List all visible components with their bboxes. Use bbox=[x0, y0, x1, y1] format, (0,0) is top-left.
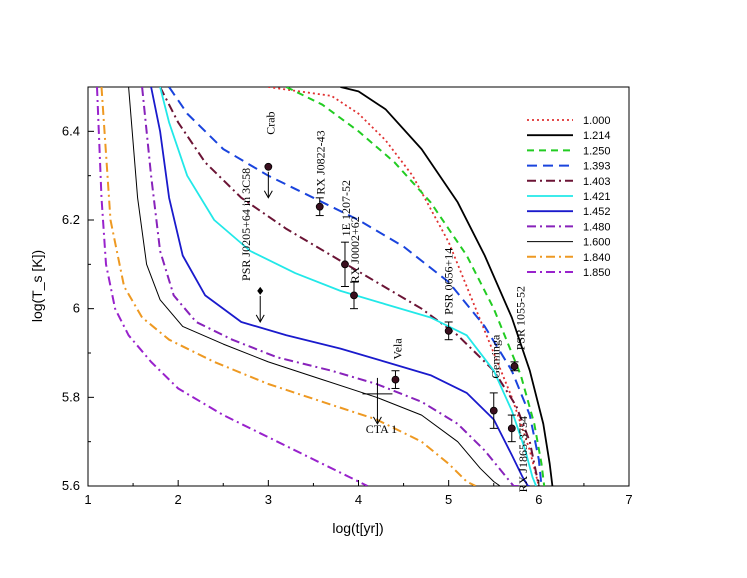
observation-rx-j0822-43: RX J0822-43 bbox=[314, 130, 328, 217]
observations-group: Crab RX J0822-43 PSR J0205+64 in 3C58 1E 12… bbox=[239, 111, 530, 492]
series-line-1-452 bbox=[150, 87, 530, 486]
y-axis-title: log(T_s [K]) bbox=[29, 250, 45, 322]
series-line-1-393 bbox=[168, 87, 543, 486]
legend-label-1-840: 1.840 bbox=[583, 252, 611, 264]
observation-rx-j0002-62: RX J0002+62 bbox=[348, 216, 362, 310]
series-line-1-214 bbox=[340, 87, 554, 486]
legend-label-1-000: 1.000 bbox=[583, 115, 611, 127]
x-tick-label: 3 bbox=[265, 492, 272, 507]
legend: 1.000 1.214 1.250 1.393 1.403 1.421 1.452 1.480… bbox=[527, 115, 611, 279]
observation-label: Crab bbox=[263, 111, 277, 134]
y-tick-label: 6.4 bbox=[62, 123, 80, 138]
legend-label-1-421: 1.421 bbox=[583, 191, 611, 203]
x-axis-title: log(t[yr]) bbox=[332, 520, 383, 536]
y-tick-label: 5.6 bbox=[62, 478, 80, 493]
observation-label: PSR 1055-52 bbox=[513, 286, 527, 350]
observation-label: Geminga bbox=[489, 334, 503, 379]
x-tick-label: 2 bbox=[175, 492, 182, 507]
series-line-1-403 bbox=[159, 87, 540, 486]
series-line-1-421 bbox=[159, 87, 537, 486]
legend-label-1-393: 1.393 bbox=[583, 161, 611, 173]
series-line-1-840 bbox=[100, 87, 477, 486]
observation-psr-0656-14: PSR 0656+14 bbox=[442, 248, 456, 341]
x-tick-label: 7 bbox=[625, 492, 632, 507]
series-line-1-250 bbox=[285, 87, 546, 486]
observation-geminga: Geminga bbox=[489, 334, 503, 429]
x-tick-label: 4 bbox=[355, 492, 362, 507]
x-tick-label: 6 bbox=[535, 492, 542, 507]
observation-psr-j0205-64-in-3c58: PSR J0205+64 in 3C58 bbox=[239, 168, 265, 323]
y-tick-label: 5.8 bbox=[62, 389, 80, 404]
legend-label-1-452: 1.452 bbox=[583, 206, 611, 218]
y-axis: 5.6 5.8 6 6.2 6.4 bbox=[62, 123, 94, 493]
observation-label: RX J1865-3754 bbox=[516, 416, 530, 492]
observation-psr-1055-52: PSR 1055-52 bbox=[510, 286, 527, 372]
observation-vela: Vela bbox=[390, 338, 404, 389]
legend-label-1-850: 1.850 bbox=[583, 267, 611, 279]
legend-label-1-600: 1.600 bbox=[583, 237, 611, 249]
x-axis: 1 2 3 4 5 6 7 bbox=[84, 480, 633, 507]
observation-label: RX J0002+62 bbox=[348, 216, 362, 283]
observation-label: PSR 0656+14 bbox=[442, 248, 456, 315]
legend-label-1-214: 1.214 bbox=[583, 130, 611, 142]
observation-label: CTA 1 bbox=[366, 422, 397, 436]
observation-rx-j1865-3754: RX J1865-3754 bbox=[507, 414, 530, 492]
observation-label: PSR J0205+64 in 3C58 bbox=[239, 168, 253, 281]
legend-label-1-250: 1.250 bbox=[583, 145, 611, 157]
x-tick-label: 5 bbox=[445, 492, 452, 507]
y-tick-label: 6.2 bbox=[62, 212, 80, 227]
observation-label: 1E 1207-52 bbox=[339, 180, 353, 236]
legend-label-1-403: 1.403 bbox=[583, 176, 611, 188]
observation-label: Vela bbox=[390, 338, 404, 360]
curves-group bbox=[96, 87, 554, 486]
observation-1e-1207-52: 1E 1207-52 bbox=[339, 180, 353, 287]
observation-label: RX J0822-43 bbox=[314, 130, 328, 194]
observation-crab: Crab bbox=[263, 111, 277, 199]
y-tick-label: 6 bbox=[73, 301, 80, 316]
x-tick-label: 1 bbox=[84, 492, 91, 507]
observation-cta-1: CTA 1 bbox=[362, 377, 397, 436]
series-line-1-600 bbox=[128, 87, 501, 486]
plot-area bbox=[87, 86, 630, 487]
legend-label-1-480: 1.480 bbox=[583, 221, 611, 233]
series-line-1-000 bbox=[268, 87, 540, 486]
series-line-1-850 bbox=[96, 87, 368, 486]
